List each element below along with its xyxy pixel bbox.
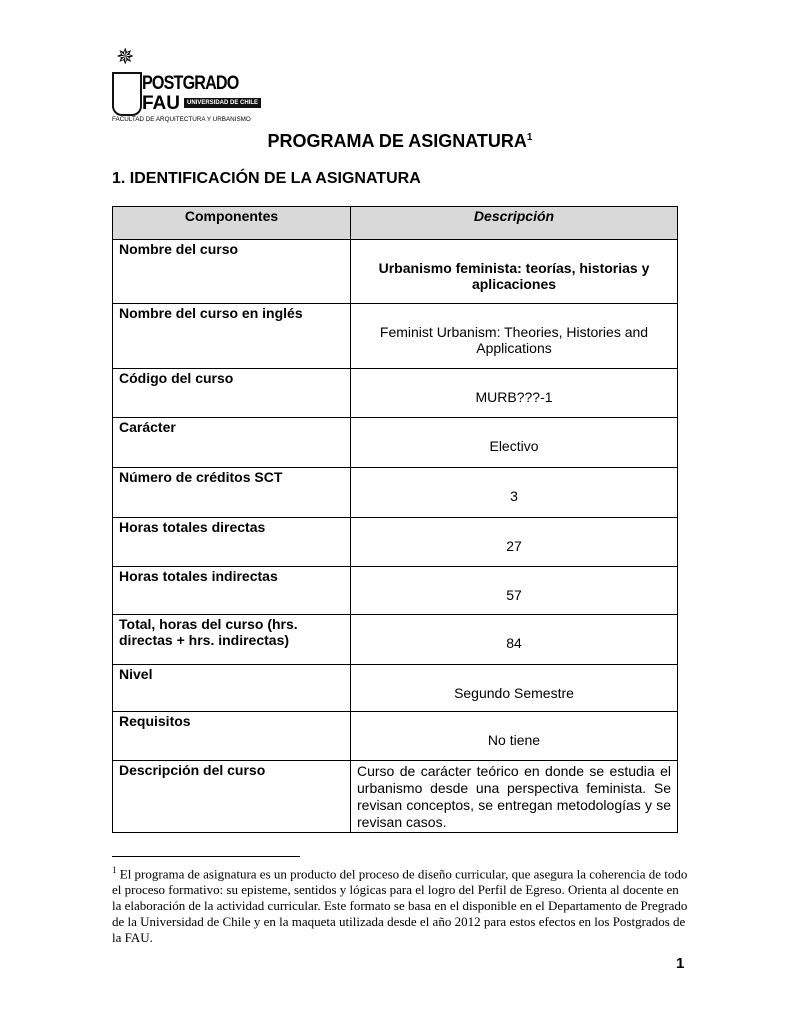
table-row: Carácter Electivo bbox=[112, 417, 678, 468]
course-table: Componentes Descripción Nombre del curso… bbox=[112, 206, 678, 833]
row-label: Requisitos bbox=[112, 711, 351, 761]
row-label: Carácter bbox=[112, 417, 351, 468]
table-row: Nombre del curso Urbanismo feminista: teo… bbox=[112, 239, 678, 304]
row-value: Electivo bbox=[350, 417, 678, 468]
logo-faculty: FACULTAD DE ARQUITECTURA Y URBANISMO bbox=[112, 116, 251, 123]
row-value: No tiene bbox=[350, 711, 678, 761]
section-heading: 1. IDENTIFICACIÓN DE LA ASIGNATURA bbox=[112, 170, 421, 187]
row-label: Nombre del curso en inglés bbox=[112, 303, 351, 369]
row-label: Número de créditos SCT bbox=[112, 467, 351, 518]
row-value: 3 bbox=[350, 467, 678, 518]
row-value: Curso de carácter teórico en donde se es… bbox=[350, 760, 678, 833]
sun-emblem-icon: ✵ bbox=[116, 44, 135, 69]
table-row: Descripción del curso Curso de carácter t… bbox=[112, 760, 678, 833]
table-row: Número de créditos SCT 3 bbox=[112, 467, 678, 518]
table-row: Nivel Segundo Semestre bbox=[112, 664, 678, 712]
header-descripcion: Descripción bbox=[350, 206, 678, 240]
table-row: Total, horas del curso (hrs. directas + … bbox=[112, 614, 678, 665]
row-label: Horas totales directas bbox=[112, 517, 351, 567]
footnote-divider bbox=[112, 856, 300, 857]
row-label: Código del curso bbox=[112, 368, 351, 418]
table-row: Horas totales indirectas 57 bbox=[112, 566, 678, 615]
footnote: 1 El programa de asignatura es un produc… bbox=[112, 862, 688, 946]
row-value: 84 bbox=[350, 614, 678, 665]
table-row: Horas totales directas 27 bbox=[112, 517, 678, 567]
footnote-text: El programa de asignatura es un producto… bbox=[112, 866, 688, 946]
row-value: Segundo Semestre bbox=[350, 664, 678, 712]
row-label: Nombre del curso bbox=[112, 239, 351, 304]
row-label: Horas totales indirectas bbox=[112, 566, 351, 615]
page-title: PROGRAMA DE ASIGNATURA1 bbox=[0, 131, 800, 152]
row-label: Descripción del curso bbox=[112, 760, 351, 833]
logo-sub: FAU bbox=[142, 93, 180, 114]
footnote-mark: 1 bbox=[112, 865, 117, 875]
row-label: Nivel bbox=[112, 664, 351, 712]
row-value: 27 bbox=[350, 517, 678, 567]
header-componentes: Componentes bbox=[112, 206, 351, 240]
title-text: PROGRAMA DE ASIGNATURA bbox=[267, 131, 527, 151]
row-value: Feminist Urbanism: Theories, Histories a… bbox=[350, 303, 678, 369]
postgrado-fau-logo: ✵ POSTGRADO FAU UNIVERSIDAD DE CHILE FAC… bbox=[112, 44, 262, 128]
row-label: Total, horas del curso (hrs. directas + … bbox=[112, 614, 351, 665]
logo-university: UNIVERSIDAD DE CHILE bbox=[184, 98, 262, 108]
page-number: 1 bbox=[676, 955, 685, 972]
table-row: Código del curso MURB???-1 bbox=[112, 368, 678, 418]
table-row: Requisitos No tiene bbox=[112, 711, 678, 761]
footnote-ref: 1 bbox=[526, 132, 533, 143]
row-value: Urbanismo feminista: teorías, historias … bbox=[350, 239, 678, 304]
row-value: 57 bbox=[350, 566, 678, 615]
row-value: MURB???-1 bbox=[350, 368, 678, 418]
logo-name: POSTGRADO bbox=[142, 73, 239, 94]
table-row: Nombre del curso en inglés Feminist Urban… bbox=[112, 303, 678, 369]
crest-icon bbox=[112, 72, 142, 116]
